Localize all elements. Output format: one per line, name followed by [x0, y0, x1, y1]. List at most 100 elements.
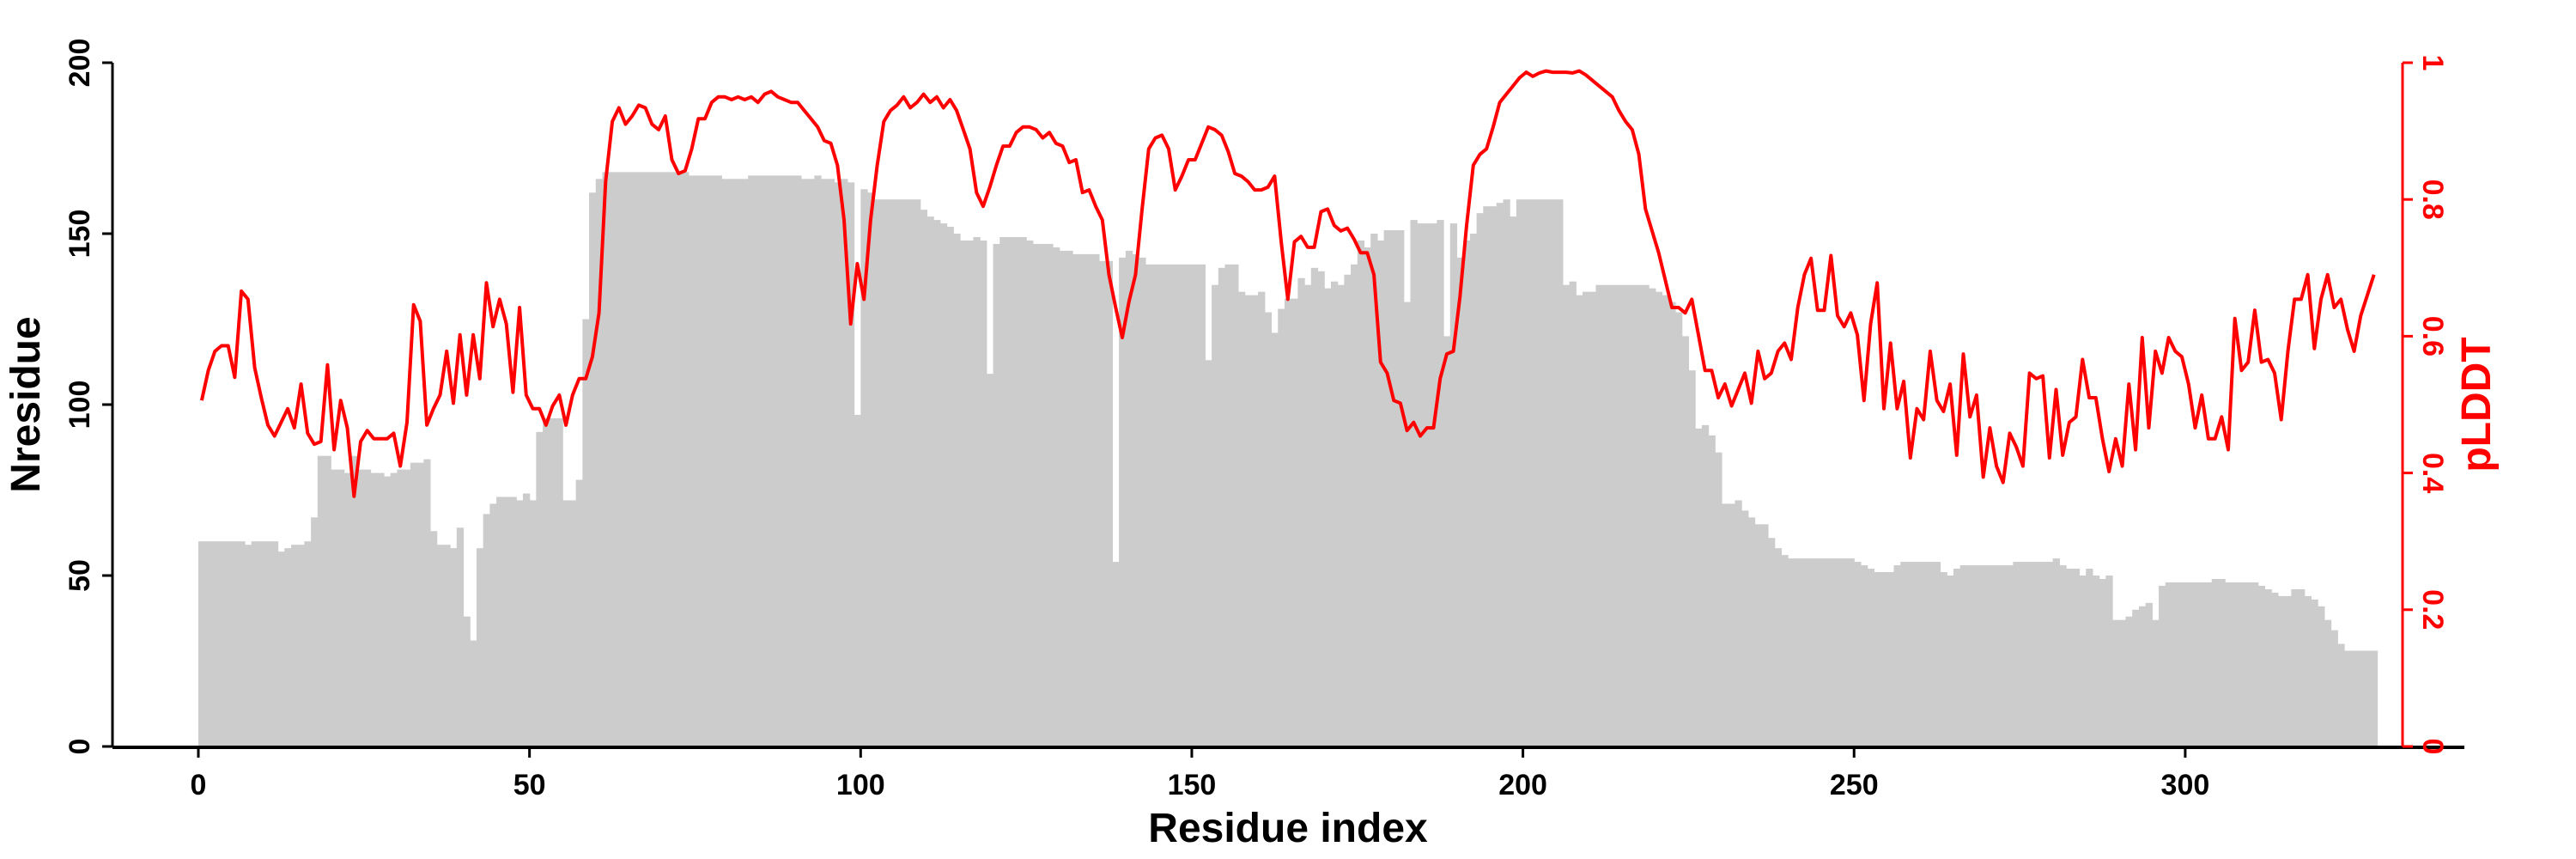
y2-tick-label: 0.4	[2416, 453, 2449, 493]
nresidue-bar	[2125, 616, 2133, 746]
nresidue-bar	[1456, 257, 1464, 746]
nresidue-bar	[2032, 562, 2040, 746]
nresidue-bar	[1542, 199, 1551, 746]
nresidue-bar	[2350, 650, 2359, 746]
nresidue-bar	[1583, 291, 1590, 746]
nresidue-bar	[2211, 578, 2220, 746]
nresidue-bar	[1688, 370, 1696, 746]
y-tick-label: 50	[64, 559, 96, 592]
nresidue-bar	[1012, 236, 1021, 747]
nresidue-bar	[993, 243, 1000, 746]
nresidue-bar	[959, 240, 968, 747]
nresidue-bar	[635, 172, 643, 747]
nresidue-bar	[2099, 578, 2106, 746]
nresidue-bar	[423, 459, 431, 746]
nresidue-bar	[1893, 565, 1901, 746]
nresidue-bar	[1423, 223, 1431, 746]
nresidue-bar	[1437, 220, 1444, 747]
nresidue-bar	[887, 199, 895, 746]
nresidue-bar	[1139, 257, 1146, 746]
nresidue-bar	[304, 541, 312, 746]
nresidue-bars	[198, 172, 2379, 747]
nresidue-bar	[1078, 253, 1087, 746]
nresidue-bar	[1291, 298, 1298, 746]
nresidue-bar	[204, 541, 213, 746]
x-tick-label: 300	[2161, 769, 2210, 801]
nresidue-bar	[337, 469, 345, 746]
nresidue-bar	[1820, 558, 1828, 746]
nresidue-bar	[2184, 582, 2193, 746]
plddt-line	[199, 69, 2376, 498]
nresidue-bar	[1999, 565, 2008, 746]
nresidue-bar	[1317, 271, 1325, 746]
nresidue-bar	[655, 172, 663, 747]
nresidue-bar	[1973, 565, 1981, 746]
nresidue-bar	[1410, 220, 1418, 747]
y2-tick-label: 0	[2416, 739, 2449, 755]
nresidue-bar	[1854, 562, 1862, 746]
nresidue-bar	[2066, 569, 2074, 746]
nresidue-bar	[1397, 230, 1405, 746]
nresidue-bar	[1304, 284, 1312, 746]
nresidue-bar	[258, 541, 265, 746]
nresidue-bar	[1801, 558, 1808, 746]
nresidue-bar	[1900, 562, 1908, 746]
nresidue-bar	[800, 179, 809, 746]
nresidue-bar	[470, 640, 477, 746]
nresidue-bar	[2045, 562, 2054, 746]
nresidue-bar	[1059, 250, 1067, 746]
nresidue-bar	[2039, 562, 2047, 746]
nresidue-bar	[1066, 250, 1073, 746]
nresidue-bar	[2298, 588, 2306, 746]
nresidue-bar	[2291, 588, 2299, 746]
nresidue-bar	[390, 472, 398, 746]
nresidue-bar	[1198, 264, 1206, 746]
nresidue-bar	[1503, 199, 1510, 746]
y-ticks-right: 0 0.2 0.4 0.6 0.8 1	[2403, 55, 2449, 755]
nresidue-bar	[2231, 582, 2239, 746]
nresidue-bar	[1490, 206, 1498, 746]
nresidue-bar	[814, 175, 822, 747]
nresidue-bar	[1774, 548, 1783, 746]
nresidue-bar	[2271, 592, 2279, 746]
nresidue-bar	[1132, 253, 1139, 746]
nresidue-bar	[827, 179, 835, 746]
nresidue-bar	[290, 545, 299, 746]
nresidue-bar	[1212, 284, 1219, 746]
y-tick-label: 150	[64, 210, 96, 259]
nresidue-bar	[761, 175, 769, 747]
nresidue-bar	[270, 541, 279, 746]
nresidue-bar	[1039, 243, 1047, 746]
nresidue-bar	[873, 199, 882, 746]
nresidue-bar	[1860, 565, 1868, 746]
nresidue-bar	[1529, 199, 1537, 746]
nresidue-bar	[311, 517, 319, 746]
nresidue-bar	[946, 227, 954, 746]
nresidue-bar	[1151, 264, 1159, 746]
nresidue-bar	[841, 179, 848, 746]
nresidue-bar	[708, 175, 716, 747]
nresidue-bar	[854, 414, 861, 746]
nresidue-bar	[1165, 264, 1173, 746]
nresidue-bar	[1708, 435, 1716, 746]
nresidue-bar	[1589, 291, 1597, 746]
nresidue-bar	[1072, 253, 1080, 746]
nresidue-bar	[483, 514, 490, 746]
nresidue-bar	[331, 469, 338, 746]
nresidue-bar	[1940, 572, 1947, 746]
nresidue-bar	[986, 374, 994, 746]
nresidue-bar	[1549, 199, 1557, 746]
nresidue-bar	[2138, 606, 2147, 746]
nresidue-bar	[1244, 295, 1252, 746]
nresidue-bar	[1449, 223, 1458, 746]
nresidue-bar	[900, 199, 908, 746]
nresidue-bar	[568, 500, 577, 746]
nresidue-bar	[1920, 562, 1928, 746]
nresidue-bar	[1794, 558, 1802, 746]
nresidue-bar	[2284, 595, 2292, 746]
nresidue-bar	[1847, 558, 1855, 746]
nresidue-bar	[549, 417, 557, 746]
nresidue-bar	[575, 479, 583, 746]
nresidue-bar	[966, 240, 975, 747]
nresidue-bar	[1576, 295, 1583, 746]
